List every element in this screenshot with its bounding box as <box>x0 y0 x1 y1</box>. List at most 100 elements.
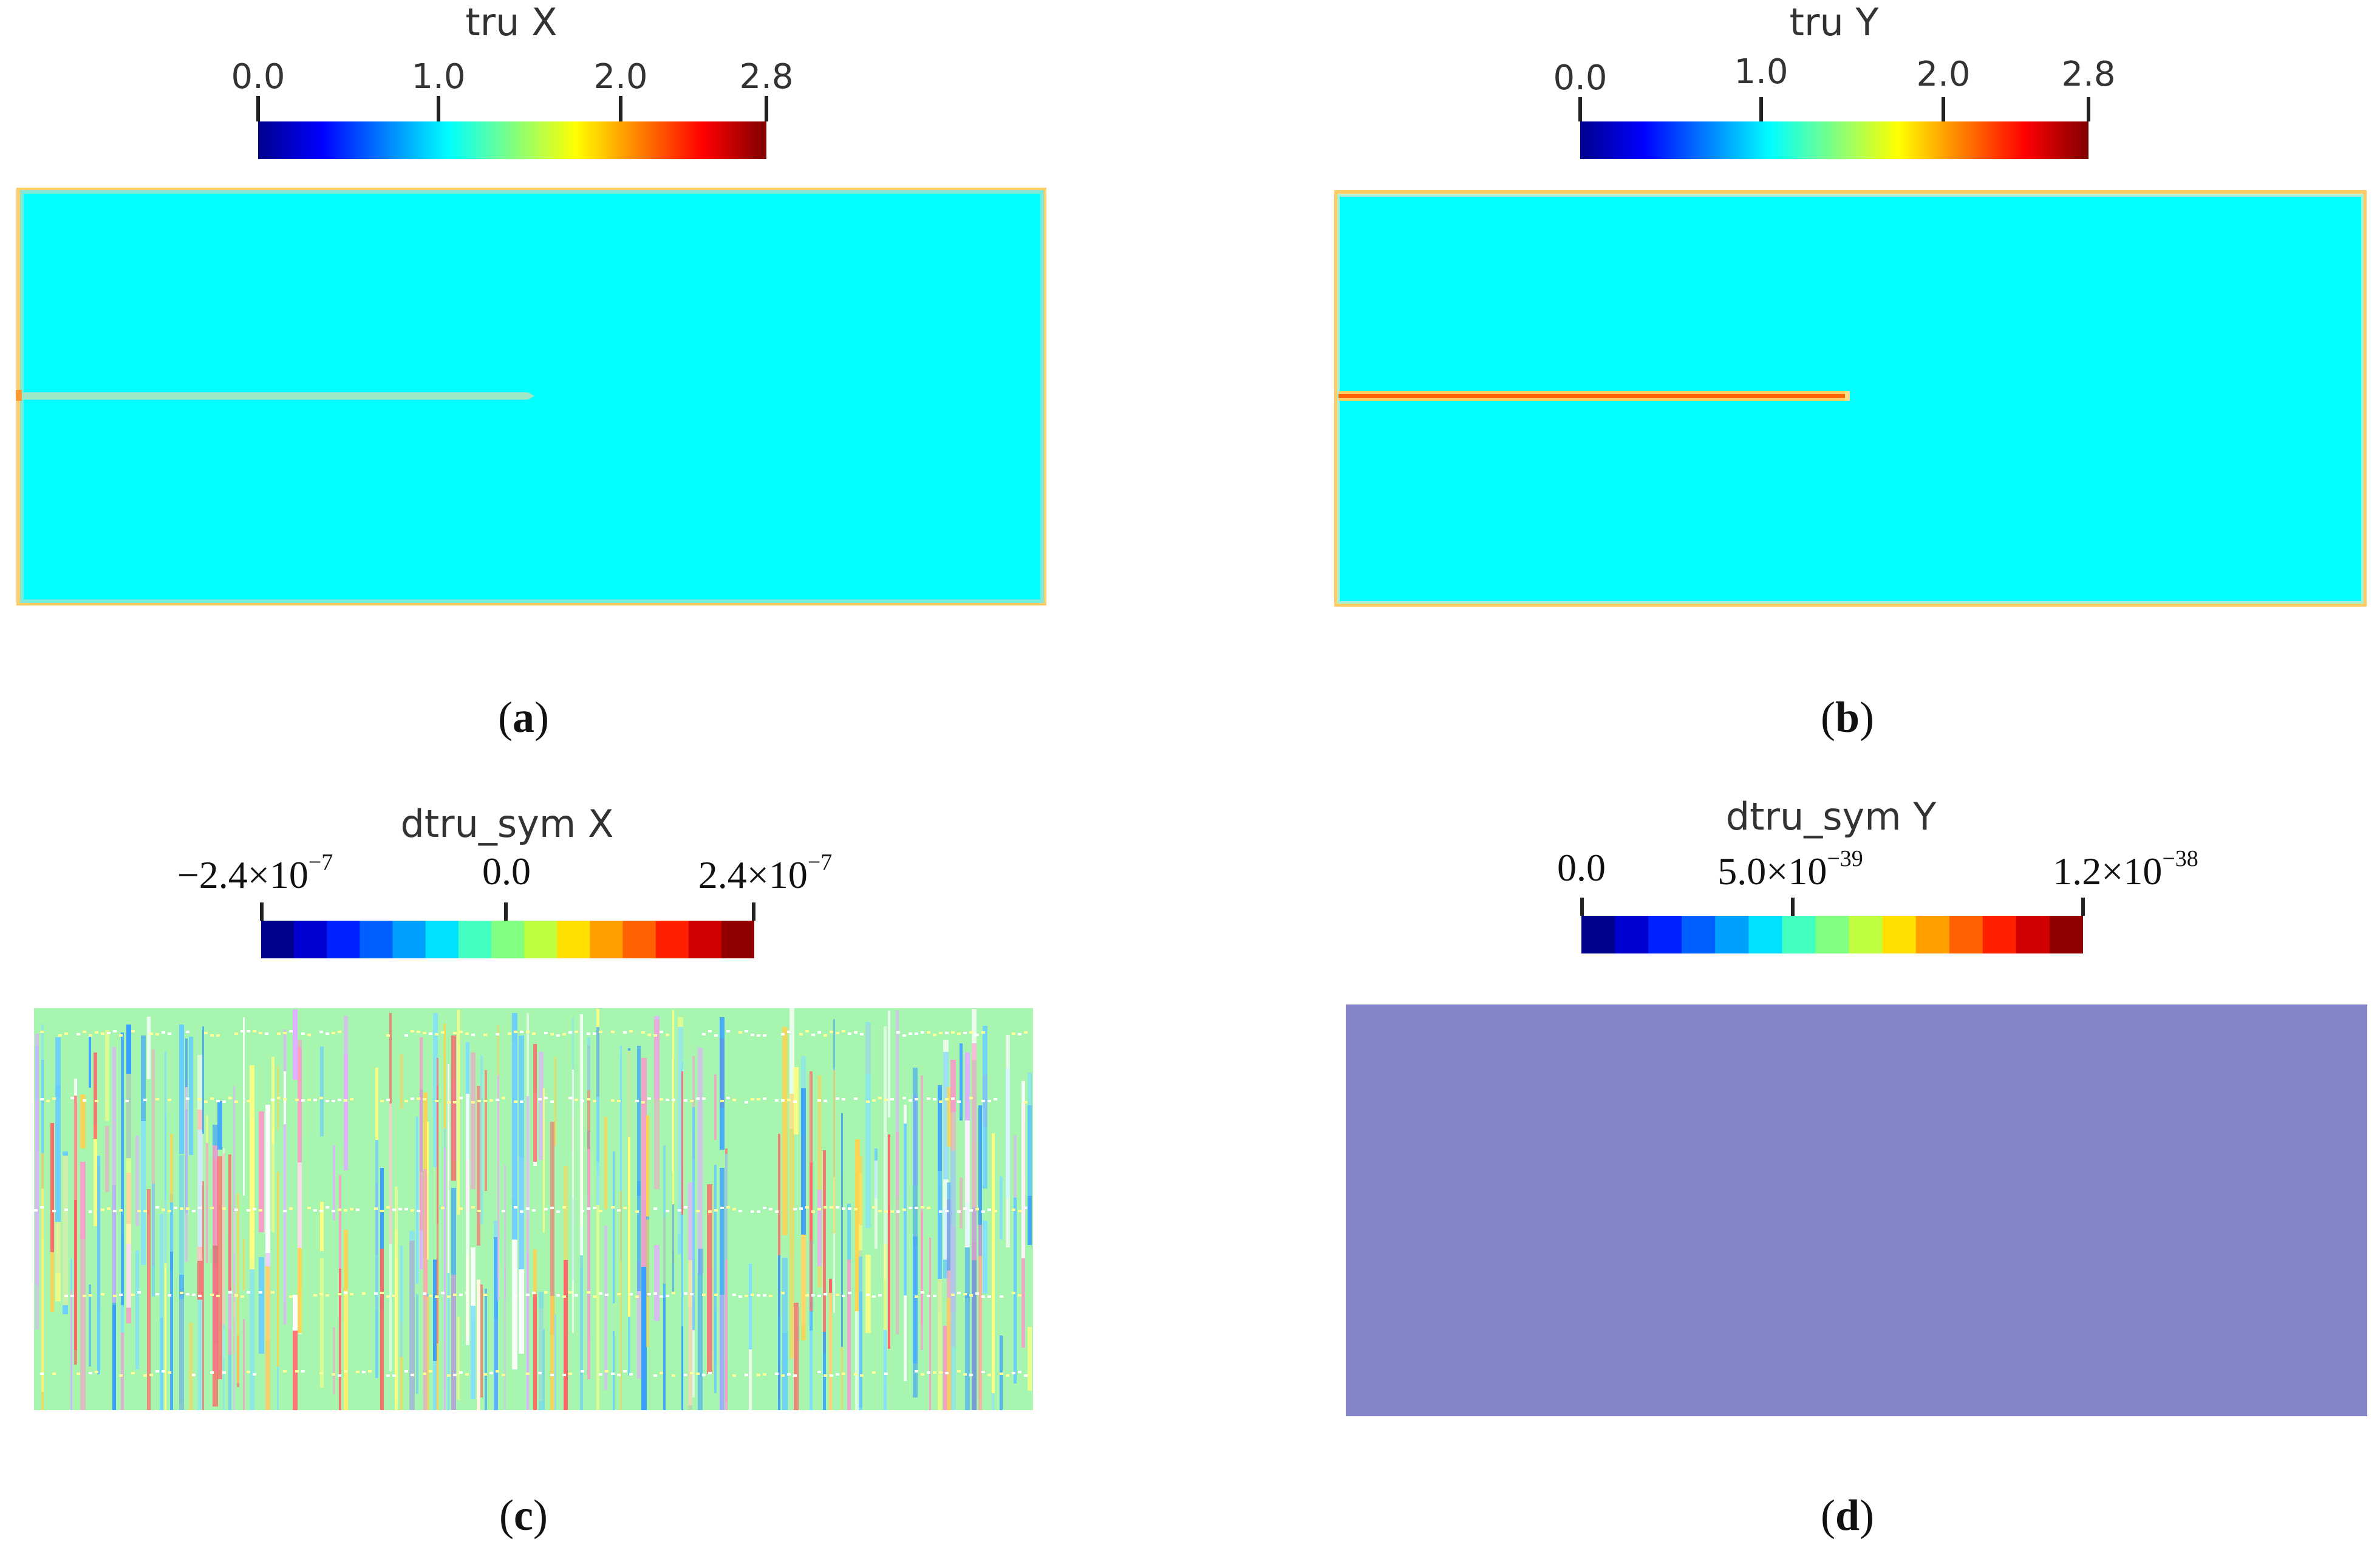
field-dash <box>605 1294 609 1296</box>
field-stripe <box>433 1260 438 1361</box>
field-stripe <box>884 1026 887 1280</box>
field-stripe <box>637 1046 641 1196</box>
field-dash <box>811 1034 815 1036</box>
field-dash <box>575 1099 578 1101</box>
field-stripe <box>451 1035 456 1181</box>
field-stripe <box>63 1156 68 1305</box>
field-dash <box>119 1374 123 1377</box>
field-dash <box>247 1291 250 1294</box>
field-dash <box>186 1031 189 1033</box>
colorbar-step <box>294 921 327 958</box>
field-stripe <box>707 1184 712 1374</box>
field-dash <box>313 1209 317 1212</box>
field-dash <box>496 1370 499 1373</box>
field-stripe <box>471 1306 476 1399</box>
field-dash <box>811 1294 815 1297</box>
field-plot-d <box>1346 1004 2367 1416</box>
field-dash <box>70 1097 74 1099</box>
field-dash <box>95 1371 98 1373</box>
field-dash <box>830 1374 833 1377</box>
field-dash <box>538 1372 542 1374</box>
field-stripe <box>720 1295 725 1410</box>
field-stripe <box>865 1022 871 1228</box>
field-dash <box>981 1100 985 1102</box>
colorbar-step <box>1682 916 1716 953</box>
field-dash <box>435 1295 438 1298</box>
field-dash <box>611 1099 615 1102</box>
field-dash <box>842 1295 845 1297</box>
field-dash <box>726 1097 730 1099</box>
field-dash <box>617 1100 621 1102</box>
field-dash <box>842 1098 845 1100</box>
field-dash <box>459 1207 463 1210</box>
field-dash <box>878 1294 882 1297</box>
field-dash <box>89 1294 92 1297</box>
ticklabel-c-0: −2.4×10−7 <box>177 850 333 896</box>
field-stripe <box>888 1011 890 1117</box>
field-dash <box>1006 1374 1009 1377</box>
field-stripe <box>888 1206 890 1349</box>
field-dash <box>326 1206 329 1209</box>
field-stripe <box>1028 1073 1032 1196</box>
field-dash <box>441 1031 445 1034</box>
field-stripe <box>298 1248 302 1333</box>
field-stripe <box>265 1105 270 1340</box>
field-stripe <box>823 1332 826 1410</box>
field-dash <box>1024 1207 1028 1209</box>
field-dash <box>854 1208 858 1210</box>
field-dash <box>441 1292 445 1294</box>
field-dash <box>672 1099 675 1101</box>
field-stripe <box>1006 1035 1010 1247</box>
field-dash <box>811 1210 815 1213</box>
field-dash <box>143 1099 147 1101</box>
field-dash <box>745 1295 748 1297</box>
field-dash <box>283 1210 287 1212</box>
field-stripe <box>628 1137 630 1317</box>
field-stripe <box>947 1087 952 1147</box>
field-stripe <box>170 1194 173 1271</box>
field-dash <box>817 1208 821 1210</box>
field-dash <box>502 1097 505 1099</box>
field-dash <box>95 1100 98 1102</box>
field-dash <box>344 1292 347 1294</box>
field-stripe <box>859 1257 862 1410</box>
field-dash <box>933 1371 936 1374</box>
field-dash <box>404 1370 408 1373</box>
field-dash <box>417 1210 420 1212</box>
field-dash <box>544 1291 548 1294</box>
colorbar-title-d: dtru_sym Y <box>1725 794 1937 839</box>
colorbar-step <box>1782 916 1816 953</box>
colorbar-step <box>688 921 722 958</box>
field-dash <box>915 1207 918 1209</box>
field-stripe <box>213 1145 218 1246</box>
field-stripe <box>817 1076 822 1288</box>
colorbar-c <box>261 921 754 958</box>
field-dash <box>162 1370 165 1373</box>
field-dash <box>568 1097 572 1099</box>
field-dash <box>927 1031 930 1034</box>
field-dash <box>204 1032 208 1034</box>
field-dash <box>471 1206 475 1209</box>
field-dash <box>465 1292 469 1294</box>
field-dash <box>526 1373 530 1375</box>
field-stripe <box>646 1219 649 1347</box>
field-stripe <box>395 1230 398 1403</box>
field-dash <box>380 1100 384 1102</box>
field-dash <box>617 1209 621 1212</box>
field-dash <box>526 1031 530 1033</box>
field-stripe <box>80 1094 86 1148</box>
field-dash <box>568 1291 572 1294</box>
field-dash <box>489 1372 493 1374</box>
field-dash <box>204 1100 208 1103</box>
field-stripe <box>189 1037 193 1155</box>
field-dash <box>599 1210 602 1212</box>
field-stripe <box>448 1123 449 1374</box>
field-dash <box>459 1371 463 1374</box>
field-dash <box>969 1294 973 1297</box>
field-dash <box>514 1031 517 1033</box>
field-dash <box>344 1209 347 1212</box>
tick-a-2 <box>619 96 622 121</box>
field-stripe <box>243 1017 245 1196</box>
field-stripe <box>972 1043 977 1260</box>
field-stripe <box>497 1075 499 1300</box>
